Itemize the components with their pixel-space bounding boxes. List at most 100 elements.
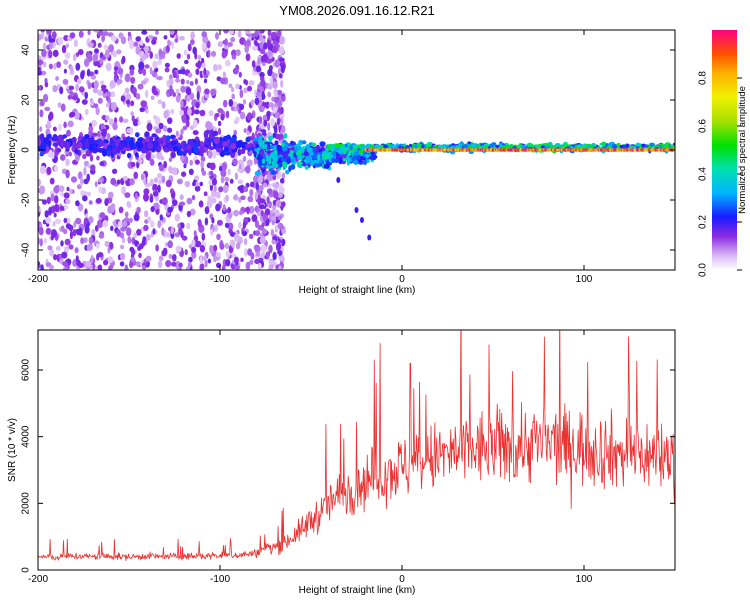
spectrogram-cell — [221, 162, 227, 172]
spectrogram-cell — [258, 116, 263, 124]
spectrogram-cell — [154, 67, 159, 73]
spectrogram-cell — [133, 213, 140, 222]
spectrogram-cell — [53, 165, 59, 172]
spectrogram-cell — [359, 149, 364, 153]
spectrogram-cell — [92, 132, 98, 137]
spectrogram-cell — [247, 248, 253, 256]
spectrogram-cell — [39, 126, 43, 132]
spectrogram-cell — [83, 166, 87, 176]
spectrogram-cell — [82, 153, 87, 160]
spectrogram-cell — [362, 159, 368, 165]
spectrogram-cell — [44, 210, 49, 218]
spectrogram-cell — [184, 180, 191, 188]
spectrogram-cell — [141, 30, 148, 35]
spectrogram-cell — [103, 44, 109, 51]
spectrogram-cell — [257, 224, 263, 231]
spectrogram-cell — [181, 68, 186, 75]
spectrogram-cell — [273, 125, 278, 134]
spectrogram-cell — [75, 62, 81, 71]
spectrogram-cell — [220, 169, 227, 178]
spectrogram-cell — [354, 148, 359, 152]
spectrogram-cell — [118, 32, 124, 39]
spectrogram-cell — [178, 150, 183, 156]
spectrogram-cell — [321, 155, 329, 160]
snr-ytick-label: 4000 — [21, 425, 32, 448]
spectrogram-cell — [81, 99, 88, 105]
spectrogram-cell — [80, 237, 85, 245]
spectrogram-cell — [242, 155, 247, 162]
spectrogram-cell — [215, 112, 220, 118]
spectrogram-cell — [75, 255, 79, 263]
spectrogram-cell — [69, 230, 73, 240]
spectrogram-cell — [206, 141, 212, 147]
spectrogram-cell — [189, 81, 194, 86]
spectrogram-cell — [208, 146, 215, 151]
spectrogram-cell — [259, 236, 266, 244]
spectrogram-cell — [108, 44, 114, 53]
spectrogram-cell — [262, 61, 266, 67]
spectrogram-cell — [94, 48, 99, 54]
spectrogram-cell — [64, 238, 71, 246]
spectrogram-cell — [165, 135, 171, 141]
spectrogram-cell — [199, 263, 205, 270]
spectrogram-cell — [267, 122, 271, 131]
spectrogram-cell — [266, 251, 270, 260]
spectrogram-cell — [97, 130, 101, 138]
spectrogram-cell — [288, 152, 294, 158]
spectrogram-cell — [277, 192, 283, 198]
spectrogram-cell — [133, 41, 139, 47]
spectrogram-cell — [118, 206, 124, 214]
spectrogram-cell — [71, 136, 77, 144]
spectrogram-cell — [104, 240, 110, 247]
spectrogram-cell — [55, 245, 61, 251]
spectrogram-cell — [283, 133, 288, 139]
spectrogram-cell — [60, 103, 66, 112]
spectrogram-cell — [241, 230, 248, 237]
spectrogram-cell — [167, 240, 173, 249]
snr-ytick-label: 0 — [21, 567, 32, 573]
spectrogram-cell — [237, 185, 244, 191]
spectrogram-cell — [197, 54, 202, 61]
spectrogram-cell — [200, 160, 205, 169]
spectrogram-cell — [245, 143, 252, 148]
spectrogram-cell — [85, 260, 92, 268]
spectrogram-cell — [150, 206, 155, 213]
spectrogram-cell — [126, 200, 131, 208]
spectrogram-cell — [260, 244, 267, 253]
spectrogram-cell — [221, 264, 226, 270]
spectrogram-cell — [149, 67, 153, 75]
spectrogram-cell — [175, 94, 181, 103]
spectrogram-cell — [202, 47, 208, 53]
spectrogram-cell — [60, 240, 64, 247]
spectrogram-cell — [170, 140, 176, 146]
spectrogram-cell — [87, 30, 91, 36]
spectrogram-cell — [207, 49, 211, 58]
spectrogram-cell — [157, 99, 163, 105]
spectrogram-cell — [240, 195, 246, 201]
spectrogram-cell — [42, 61, 47, 68]
spectrogram-cell — [90, 164, 96, 172]
spectrogram-cell — [94, 225, 99, 232]
spectrogram-cell — [38, 227, 44, 236]
spectrogram-cell — [184, 249, 188, 256]
spectrogram-cell — [105, 103, 111, 108]
spectrogram-cell — [73, 39, 79, 48]
spectrogram-cell — [243, 79, 247, 85]
spectrogram-cell — [672, 142, 675, 146]
spectrogram-cell — [230, 106, 235, 111]
spectrogram-cell — [185, 87, 192, 96]
spectrogram-cell — [219, 77, 227, 85]
spectrogram-cell — [246, 261, 251, 270]
spectrogram-cell — [57, 102, 62, 108]
spectrogram-cell — [171, 167, 178, 176]
spectrogram-cell — [129, 261, 134, 269]
spectrogram-cell — [222, 184, 229, 194]
spectrogram-cell — [649, 142, 655, 147]
spectrogram-y-label: Frequency (Hz) — [7, 116, 18, 185]
spectrogram-cell — [179, 201, 186, 206]
spectrogram-cell — [98, 186, 102, 194]
spectrogram-cell — [216, 148, 223, 153]
spectrogram-cell — [344, 147, 350, 151]
spectrogram-cell — [77, 262, 84, 268]
spectrogram-cell — [495, 145, 500, 148]
